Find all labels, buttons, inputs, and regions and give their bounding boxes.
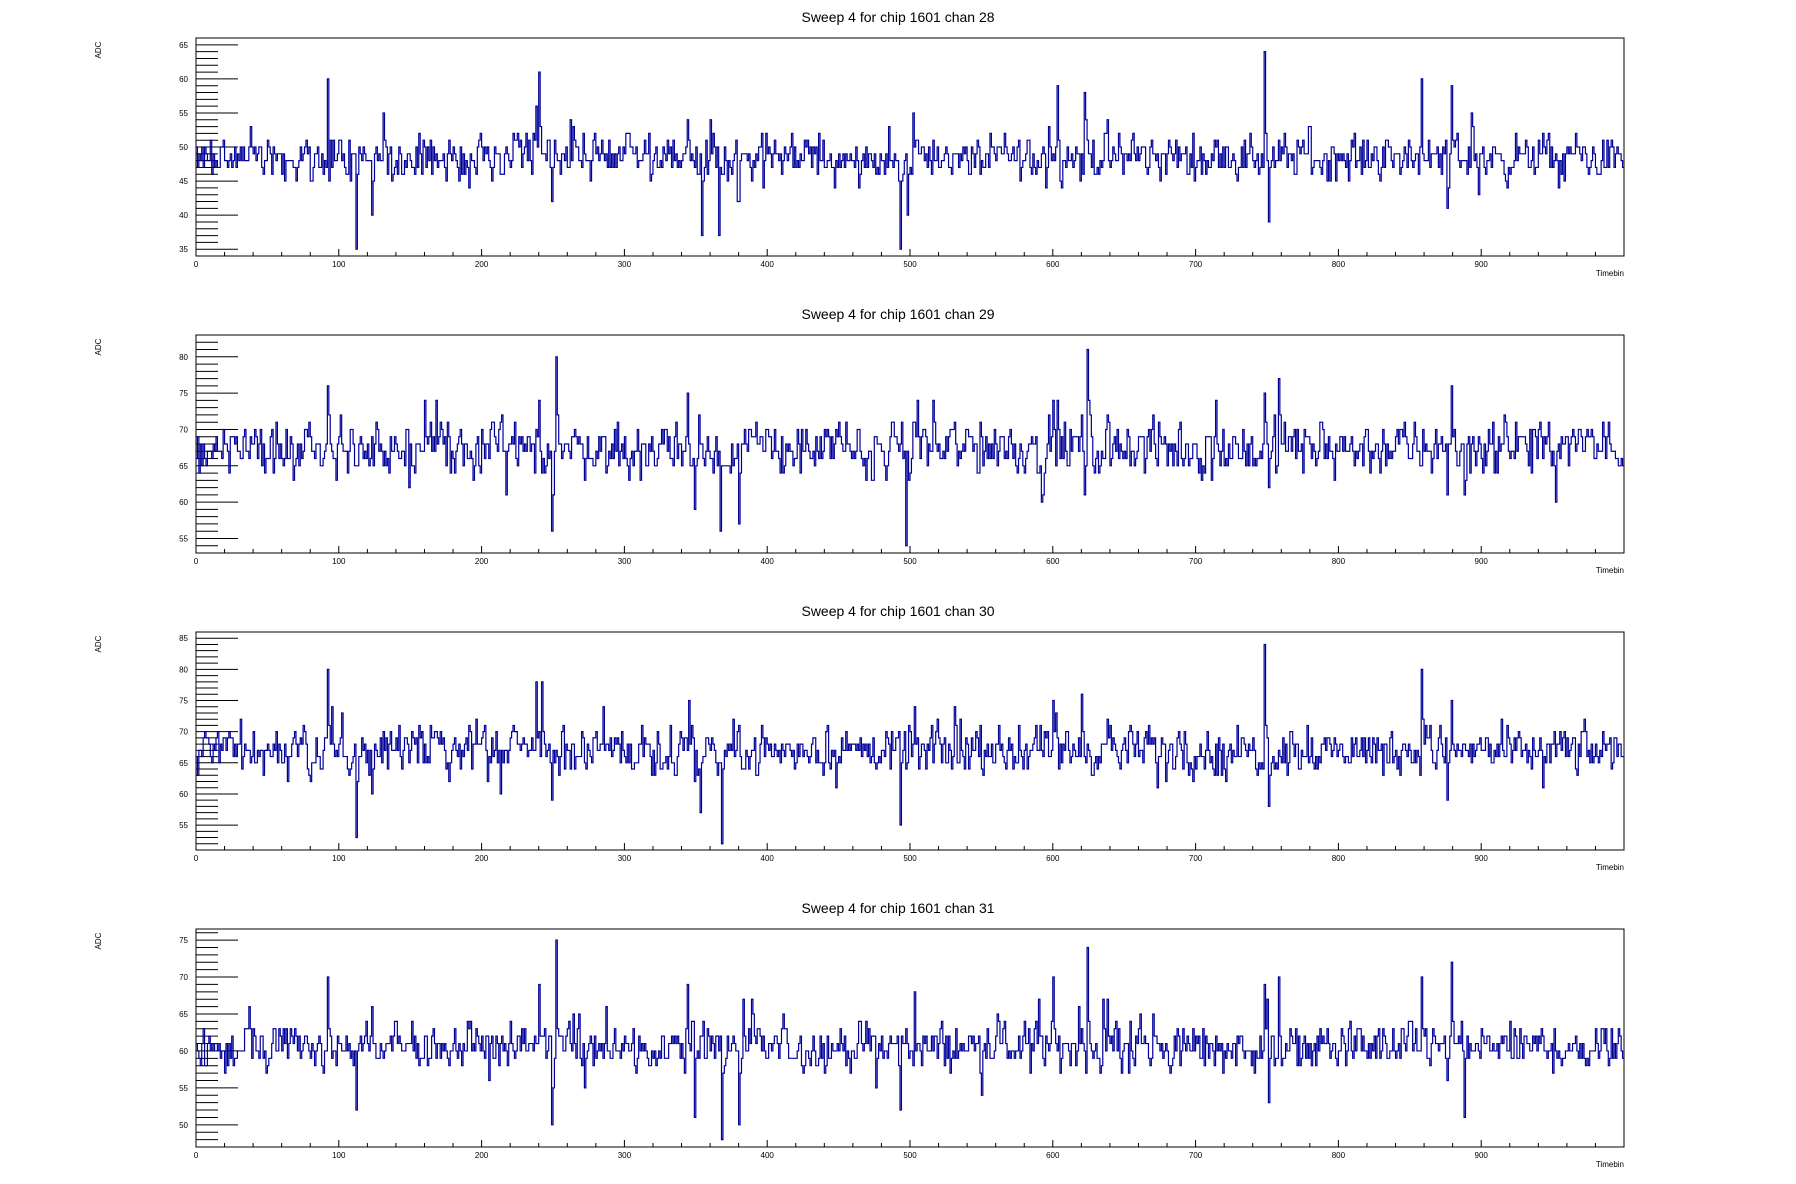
plot-frame: [195, 928, 1625, 1148]
x-tick-label: 800: [1332, 1151, 1346, 1160]
series-line: [196, 51, 1624, 250]
y-axis-label: ADC: [94, 932, 103, 949]
y-tick-label: 75: [179, 389, 188, 398]
plot-frame: [195, 631, 1625, 851]
x-tick-label: 200: [475, 854, 489, 863]
y-axis-label: ADC: [94, 41, 103, 58]
x-tick-label: 300: [618, 557, 632, 566]
x-tick-label: 700: [1189, 854, 1203, 863]
y-tick-label: 65: [179, 41, 188, 50]
x-tick-label: 900: [1475, 260, 1489, 269]
chart-panel-chan-31: Sweep 4 for chip 1601 chan 31 ADC Timebi…: [0, 891, 1796, 1184]
x-tick-label: 400: [761, 854, 775, 863]
x-tick-label: 900: [1475, 854, 1489, 863]
y-tick-label: 65: [179, 462, 188, 471]
chart-panel-chan-30: Sweep 4 for chip 1601 chan 30 ADC Timebi…: [0, 594, 1796, 887]
x-tick-label: 900: [1475, 1151, 1489, 1160]
x-tick-label: 400: [761, 260, 775, 269]
x-tick-label: 700: [1189, 557, 1203, 566]
y-tick-label: 75: [179, 697, 188, 706]
y-tick-label: 55: [179, 821, 188, 830]
x-tick-label: 700: [1189, 1151, 1203, 1160]
y-tick-label: 60: [179, 790, 188, 799]
x-tick-label: 100: [332, 1151, 346, 1160]
y-tick-label: 65: [179, 759, 188, 768]
x-tick-label: 600: [1046, 854, 1060, 863]
x-tick-label: 0: [194, 854, 199, 863]
x-tick-label: 0: [194, 557, 199, 566]
x-axis-label: Timebin: [1596, 269, 1624, 278]
x-tick-label: 600: [1046, 1151, 1060, 1160]
y-tick-label: 70: [179, 728, 188, 737]
chart-svg-2: Sweep 4 for chip 1601 chan 29 ADC Timebi…: [94, 306, 1625, 575]
x-tick-label: 0: [194, 1151, 199, 1160]
chart-panel-chan-29: Sweep 4 for chip 1601 chan 29 ADC Timebi…: [0, 297, 1796, 590]
x-axis-label: Timebin: [1596, 863, 1624, 872]
y-axis-label: ADC: [94, 338, 103, 355]
x-tick-label: 600: [1046, 260, 1060, 269]
y-tick-label: 40: [179, 211, 188, 220]
x-tick-label: 200: [475, 260, 489, 269]
y-tick-label: 70: [179, 425, 188, 434]
x-tick-label: 400: [761, 1151, 775, 1160]
x-tick-label: 400: [761, 557, 775, 566]
x-tick-label: 300: [618, 854, 632, 863]
y-tick-label: 60: [179, 1047, 188, 1056]
x-tick-label: 200: [475, 557, 489, 566]
y-tick-label: 75: [179, 936, 188, 945]
chart-svg-3: Sweep 4 for chip 1601 chan 30 ADC Timebi…: [94, 603, 1625, 872]
y-tick-label: 65: [179, 1010, 188, 1019]
x-tick-label: 800: [1332, 854, 1346, 863]
x-tick-label: 600: [1046, 557, 1060, 566]
chart-svg-4: Sweep 4 for chip 1601 chan 31 ADC Timebi…: [94, 900, 1625, 1169]
x-tick-label: 0: [194, 260, 199, 269]
x-tick-label: 100: [332, 557, 346, 566]
x-tick-label: 100: [332, 854, 346, 863]
y-tick-label: 55: [179, 1084, 188, 1093]
y-tick-label: 45: [179, 177, 188, 186]
x-tick-label: 500: [903, 260, 917, 269]
x-tick-label: 300: [618, 260, 632, 269]
y-tick-label: 35: [179, 245, 188, 254]
y-tick-label: 60: [179, 498, 188, 507]
x-tick-label: 100: [332, 260, 346, 269]
x-tick-label: 500: [903, 1151, 917, 1160]
chart-title: Sweep 4 for chip 1601 chan 28: [801, 9, 994, 25]
y-tick-label: 55: [179, 534, 188, 543]
y-tick-label: 50: [179, 1121, 188, 1130]
series-line: [196, 643, 1624, 845]
chart-title: Sweep 4 for chip 1601 chan 31: [801, 900, 994, 916]
x-tick-label: 800: [1332, 557, 1346, 566]
x-tick-label: 200: [475, 1151, 489, 1160]
y-tick-label: 80: [179, 665, 188, 674]
chart-panel-chan-28: Sweep 4 for chip 1601 chan 28 ADC Timebi…: [0, 0, 1796, 293]
y-tick-label: 55: [179, 109, 188, 118]
y-axis-label: ADC: [94, 635, 103, 652]
series-line: [196, 939, 1624, 1141]
x-tick-label: 500: [903, 557, 917, 566]
y-tick-label: 60: [179, 75, 188, 84]
x-tick-label: 800: [1332, 260, 1346, 269]
x-axis-label: Timebin: [1596, 1160, 1624, 1169]
series-line: [196, 348, 1624, 547]
y-tick-label: 70: [179, 973, 188, 982]
x-axis-label: Timebin: [1596, 566, 1624, 575]
x-tick-label: 900: [1475, 557, 1489, 566]
x-tick-label: 500: [903, 854, 917, 863]
y-tick-label: 85: [179, 634, 188, 643]
y-tick-label: 80: [179, 353, 188, 362]
x-tick-label: 700: [1189, 260, 1203, 269]
chart-title: Sweep 4 for chip 1601 chan 30: [801, 603, 994, 619]
chart-title: Sweep 4 for chip 1601 chan 29: [801, 306, 994, 322]
x-tick-label: 300: [618, 1151, 632, 1160]
chart-svg-1: Sweep 4 for chip 1601 chan 28 ADC Timebi…: [94, 9, 1625, 278]
y-tick-label: 50: [179, 143, 188, 152]
